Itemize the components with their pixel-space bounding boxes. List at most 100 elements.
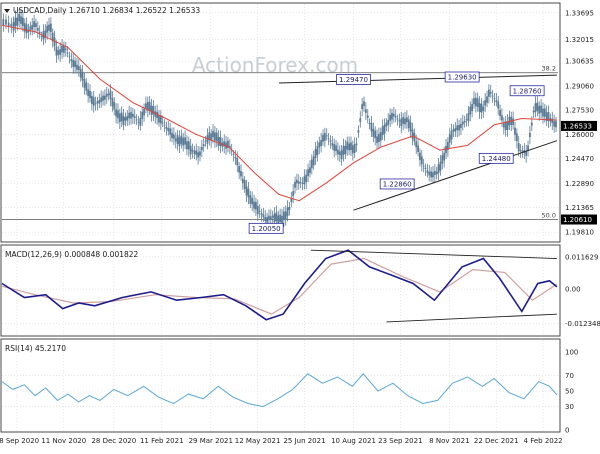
price-y-tick-label: 1.29060 (565, 83, 594, 91)
candle-body (374, 130, 377, 139)
candle-body (163, 124, 166, 126)
candle-body (51, 32, 54, 42)
candle-body (303, 176, 306, 185)
candle-body (314, 149, 317, 159)
candle-body (27, 29, 30, 33)
rsi-panel-frame (0, 338, 561, 433)
candle-body (437, 164, 440, 174)
candle-body (305, 174, 308, 182)
candle-body (428, 171, 431, 176)
price-y-tick-label: 1.24470 (565, 155, 594, 163)
candle-body (199, 151, 201, 156)
candle-body (48, 24, 50, 31)
candle-body (435, 171, 438, 175)
candle-body (154, 111, 157, 117)
candle-body (536, 102, 539, 111)
candle-body (176, 135, 179, 144)
price-annotation-text: 1.28760 (513, 87, 542, 95)
candle-body (143, 109, 145, 116)
candle-body (49, 23, 52, 33)
candle-body (446, 142, 449, 150)
candle-body (402, 116, 405, 124)
candle-body (350, 142, 352, 150)
candle-body (53, 37, 56, 47)
candle-body (7, 22, 10, 27)
ema-line (1, 24, 557, 202)
candle-body (122, 116, 125, 125)
price-annotation: 1.24480 (478, 152, 514, 164)
candle-body (228, 145, 231, 148)
candle-body (258, 211, 261, 212)
candle-body (463, 120, 466, 123)
candle-body (247, 188, 250, 198)
candle-body (77, 66, 80, 71)
candle-body (227, 140, 229, 148)
candle-body (515, 133, 518, 142)
candle-body (340, 150, 343, 160)
candle-body (16, 17, 19, 26)
candle-body (443, 152, 446, 161)
candle-body (329, 140, 332, 142)
candle-body (172, 134, 175, 139)
candle-body (130, 112, 132, 119)
candle-body (538, 105, 541, 114)
candle-body (316, 146, 319, 156)
candle-body (312, 156, 315, 166)
rsi-panel-title: RSI(14) 45.2170 (5, 344, 66, 353)
price-panel-frame (0, 2, 561, 243)
candle-body (400, 118, 403, 127)
candle-body (269, 216, 272, 220)
candle-body (433, 171, 436, 175)
candle-body (331, 143, 334, 146)
candle-body (417, 145, 419, 153)
macd-y-tick-label: 0.00 (565, 286, 581, 294)
candle-body (286, 207, 289, 217)
candle-body (107, 93, 110, 96)
candle-body (165, 126, 168, 129)
price-y-tick-label: 1.27530 (565, 107, 594, 115)
candle-body (126, 116, 129, 121)
price-annotation: 1.22860 (379, 178, 415, 190)
candle-body (256, 205, 259, 215)
candle-body (543, 108, 546, 117)
candle-body (398, 120, 401, 122)
candle-body (245, 186, 248, 196)
rsi-y-tick-label: 70 (565, 372, 574, 380)
candle-body (407, 119, 410, 129)
candle-body (385, 122, 388, 127)
candle-body (279, 214, 282, 223)
candle-body (219, 137, 222, 146)
candle-body (191, 149, 194, 152)
candle-body (33, 21, 35, 27)
candle-body (353, 144, 356, 153)
candle-body (230, 150, 233, 152)
level-price-tag-text: 1.20610 (563, 216, 592, 224)
rsi-series (1, 373, 558, 408)
candle-body (57, 50, 60, 55)
candle-body (89, 90, 91, 99)
candle-body (471, 104, 474, 112)
candle-body (212, 130, 214, 138)
candle-body (452, 129, 455, 132)
candle-body (204, 140, 207, 142)
candle-body (193, 150, 196, 154)
candle-body (124, 117, 127, 121)
candle-body (111, 98, 114, 107)
candle-body (109, 90, 112, 100)
candle-body (497, 101, 500, 109)
candle-body (493, 98, 496, 100)
candle-body (72, 60, 75, 67)
candle-body (200, 147, 203, 151)
candle-body (359, 118, 362, 122)
candle-body (236, 158, 239, 166)
candle-body (297, 181, 300, 184)
candle-body (387, 119, 390, 125)
candle-body (338, 151, 341, 156)
candle-body (296, 179, 298, 184)
candle-body (529, 132, 531, 138)
candle-body (234, 156, 237, 159)
candle-body (478, 103, 481, 113)
candle-body (253, 201, 255, 209)
candle-body (530, 122, 533, 126)
